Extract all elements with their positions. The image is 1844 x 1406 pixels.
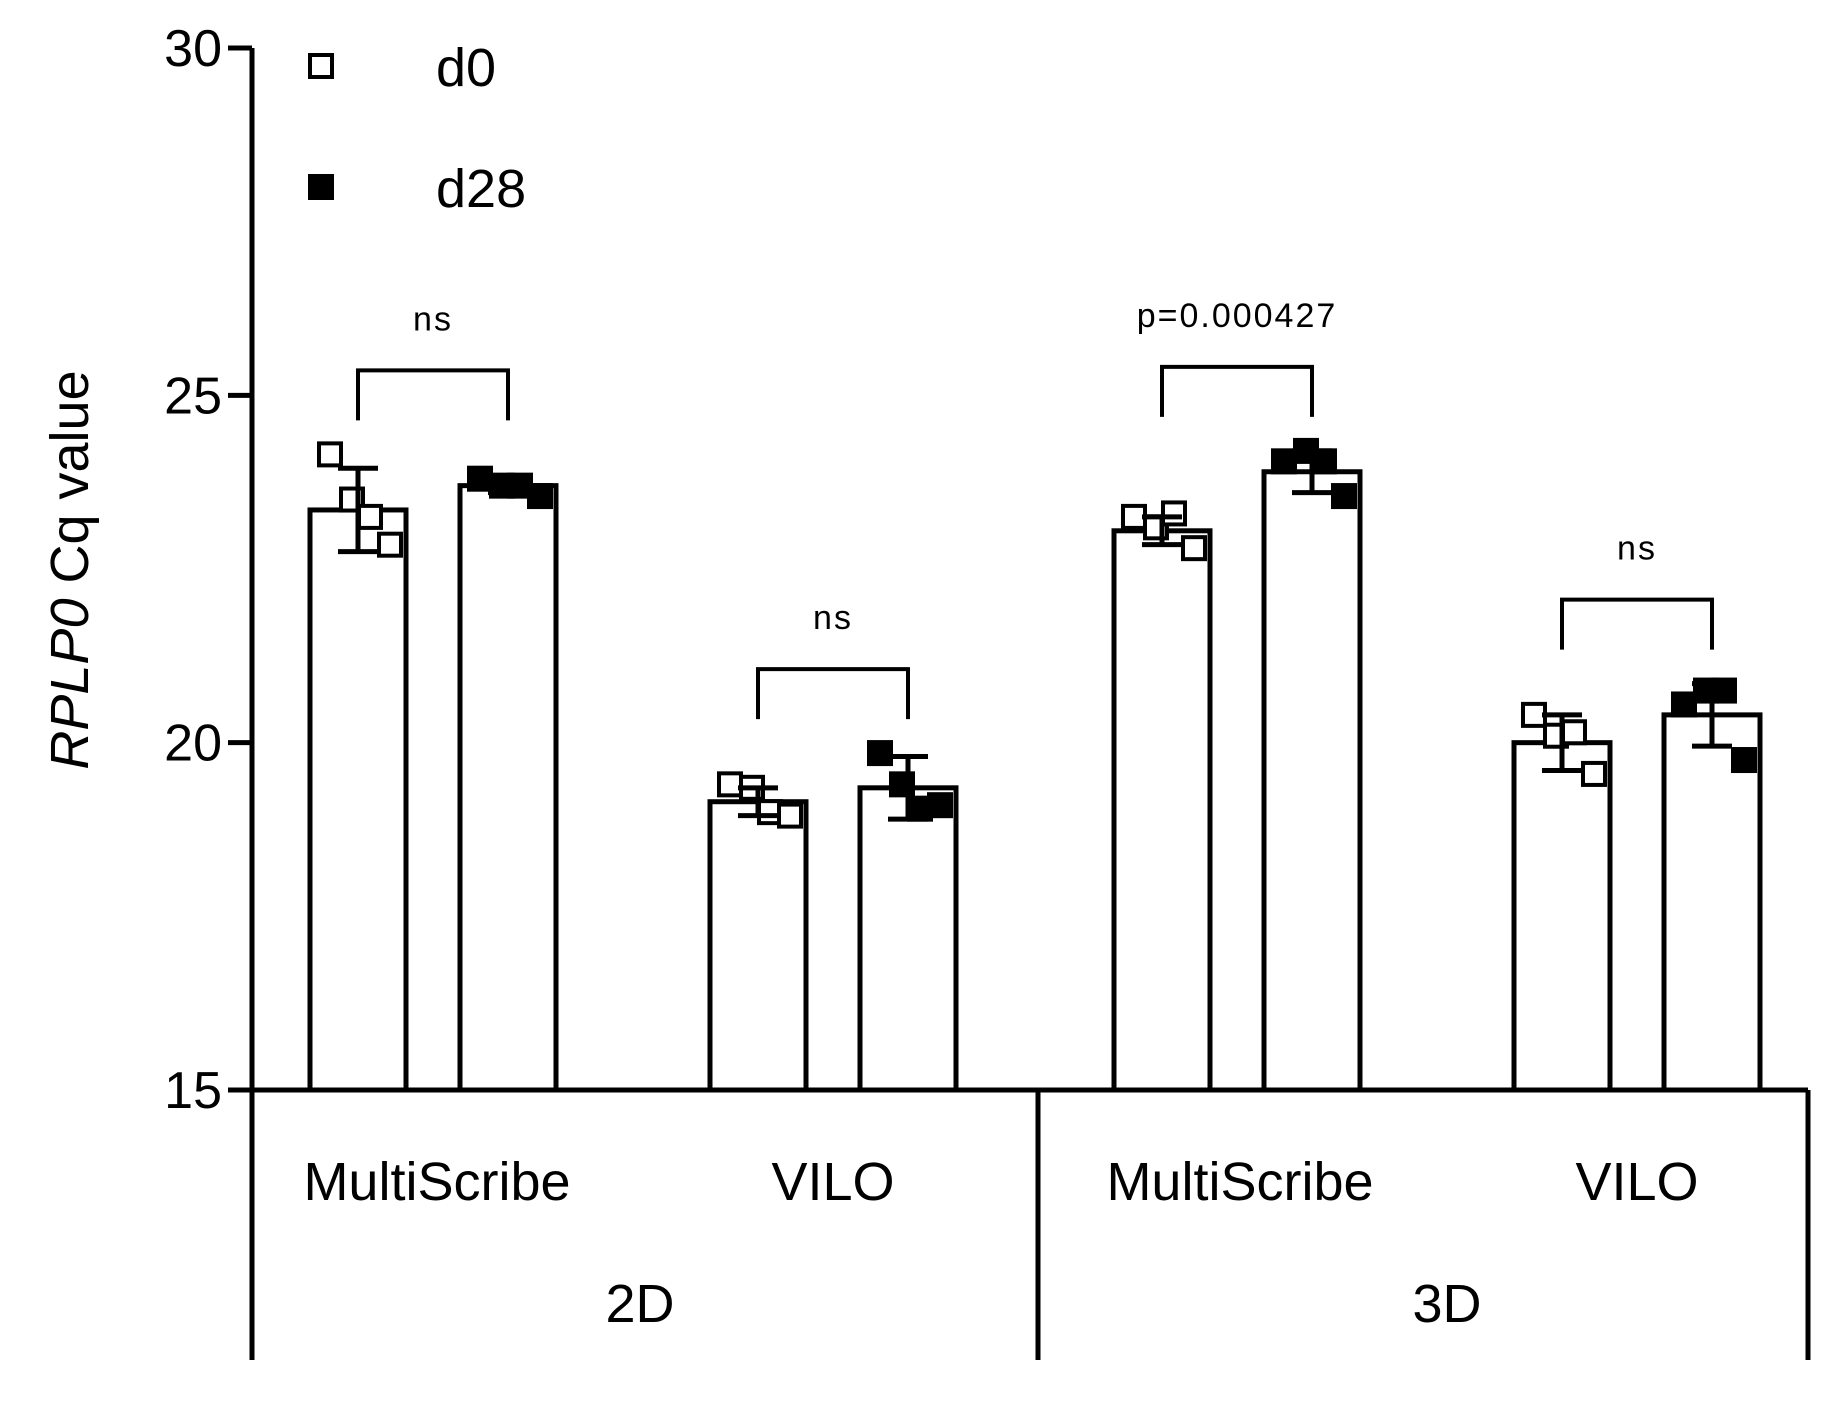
data-point-d28: [867, 740, 893, 767]
category-label: MultiScribe: [303, 1152, 570, 1212]
data-point-d0: [777, 802, 803, 829]
category-label: MultiScribe: [1106, 1152, 1373, 1212]
significance-label: ns: [413, 300, 453, 338]
data-point-d28: [1671, 691, 1697, 718]
category-label: VILO: [771, 1152, 894, 1212]
bar-d0: [1511, 740, 1613, 1093]
data-point-d28: [1311, 448, 1337, 475]
data-point-d28: [527, 483, 553, 510]
data-point-d28: [1271, 448, 1297, 475]
data-point-d28: [1731, 747, 1757, 774]
bar-d0: [307, 507, 409, 1093]
data-point-d0: [1121, 503, 1147, 530]
significance-bracket: [1560, 597, 1714, 650]
bar-d28: [1661, 712, 1763, 1093]
points-layer: [317, 437, 1757, 829]
data-point-d0: [1521, 701, 1547, 728]
data-point-d0: [1581, 760, 1607, 787]
y-tick-label: 30: [164, 20, 222, 78]
y-tick-label: 25: [164, 367, 222, 425]
bar-d0: [707, 799, 809, 1093]
y-tick-label: 15: [164, 1062, 222, 1120]
bar-d28: [457, 483, 559, 1093]
significance-bracket: [1160, 364, 1314, 417]
group-label: 3D: [1412, 1274, 1481, 1334]
legend-marker-d0: [308, 53, 334, 79]
y-axis-label-gene: RPLP0: [40, 599, 100, 770]
y-axis-label-unit: Cq value: [40, 370, 100, 598]
y-tick-label: 20: [164, 715, 222, 773]
significance-label: ns: [813, 599, 853, 637]
data-point-d0: [317, 441, 343, 468]
legend-label: d28: [436, 159, 526, 219]
significance-label: p=0.000427: [1137, 297, 1338, 335]
legend-marker-d28: [308, 174, 334, 200]
significance-layer: ns ns p=0.000427 ns: [356, 297, 1714, 720]
data-point-d0: [377, 531, 403, 558]
data-point-d0: [357, 503, 383, 530]
data-point-d28: [467, 465, 493, 492]
data-point-d0: [1181, 535, 1207, 562]
bar-d0: [1111, 528, 1213, 1093]
data-point-d28: [1331, 483, 1357, 510]
data-point-d0: [1561, 719, 1587, 746]
significance-bracket: [356, 368, 510, 421]
axes: 15 20 25 30 RPLP0 Cq value 2D MultiScribe VILO 3…: [40, 20, 1811, 1360]
data-point-d28: [927, 792, 953, 819]
significance-bracket: [756, 667, 910, 720]
group-label: 2D: [605, 1274, 674, 1334]
significance-label: ns: [1617, 530, 1657, 568]
category-label: VILO: [1575, 1152, 1698, 1212]
bars-layer: [307, 469, 1763, 1093]
bar-d28: [1261, 469, 1363, 1093]
legend-label: d0: [436, 38, 496, 98]
data-point-d0: [1161, 500, 1187, 527]
data-point-d0: [717, 771, 743, 798]
y-axis-label: RPLP0 Cq value: [40, 370, 100, 769]
bar-d28: [857, 785, 959, 1093]
legend: d0 d28: [308, 38, 526, 219]
